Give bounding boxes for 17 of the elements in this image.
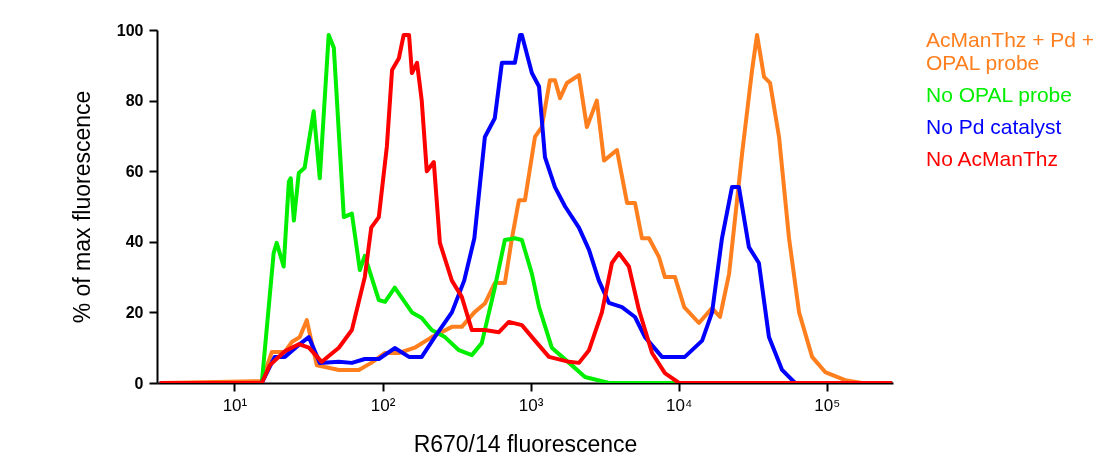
text: AcManThz + Pd + OPAL probe (926, 27, 1095, 74)
x-tick-label: 10⁴ (666, 395, 693, 415)
y-tick-label: 100 (116, 21, 144, 39)
x-tick-label: 10¹ (222, 395, 248, 415)
x-tick-label: 10⁵ (814, 395, 841, 415)
y-axis-title: % of max fluorescence (68, 90, 95, 324)
y-tick-label: 40 (125, 233, 144, 251)
y-tick-label: 0 (134, 374, 144, 392)
y-tick-label: 80 (125, 92, 144, 110)
y-tick-label: 20 (125, 303, 144, 321)
y-tick-label: 60 (125, 162, 144, 180)
x-tick-label: 10² (370, 395, 396, 415)
text: No OPAL probe (926, 82, 1072, 106)
text: No AcManThz (926, 146, 1058, 170)
x-tick-label: 10³ (518, 395, 544, 415)
x-axis-title: R670/14 fluorescence (413, 430, 638, 457)
text: No Pd catalyst (926, 114, 1062, 138)
